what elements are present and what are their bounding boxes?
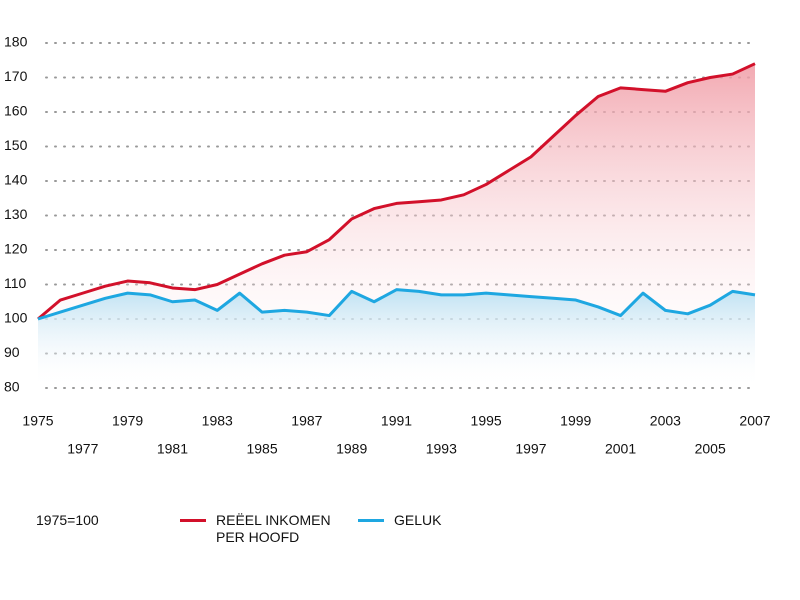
x-tick-label: 1981 <box>157 441 188 457</box>
legend-item: GELUK <box>358 512 514 529</box>
x-tick-label: 1989 <box>336 441 367 457</box>
x-tick-label: 1995 <box>471 413 502 429</box>
legend-swatch <box>358 519 384 522</box>
x-tick-label: 1999 <box>560 413 591 429</box>
x-tick-label: 2007 <box>739 413 770 429</box>
y-tick-label: 170 <box>4 68 28 84</box>
series-line <box>37 288 756 321</box>
y-tick-label: 80 <box>4 379 20 395</box>
x-tick-label: 1991 <box>381 413 412 429</box>
y-tick-label: 120 <box>4 241 28 257</box>
x-tick-label: 1993 <box>426 441 457 457</box>
x-tick-label: 2001 <box>605 441 636 457</box>
legend-item: REËEL INKOMEN PER HOOFD <box>180 512 336 546</box>
x-tick-label: 1985 <box>246 441 277 457</box>
x-tick-label: 1975 <box>22 413 53 429</box>
y-tick-label: 160 <box>4 103 28 119</box>
x-tick-label: 1987 <box>291 413 322 429</box>
y-tick-label: 180 <box>4 34 28 50</box>
series-line <box>37 62 756 321</box>
annotation: 1975=100 <box>36 512 99 528</box>
y-tick-label: 130 <box>4 206 28 222</box>
area <box>38 289 755 388</box>
x-tick-label: 1997 <box>515 441 546 457</box>
x-tick-label: 2005 <box>695 441 726 457</box>
x-tick-label: 1979 <box>112 413 143 429</box>
legend-label: REËEL INKOMEN PER HOOFD <box>216 512 331 545</box>
x-tick-label: 1983 <box>202 413 233 429</box>
y-tick-label: 100 <box>4 310 28 326</box>
x-tick-label: 2003 <box>650 413 681 429</box>
y-tick-label: 140 <box>4 172 28 188</box>
x-tick-label: 1977 <box>67 441 98 457</box>
y-tick-label: 90 <box>4 344 20 360</box>
legend-label: GELUK <box>394 512 442 528</box>
y-tick-label: 150 <box>4 137 28 153</box>
legend-swatch <box>180 519 206 522</box>
y-tick-label: 110 <box>4 275 27 291</box>
